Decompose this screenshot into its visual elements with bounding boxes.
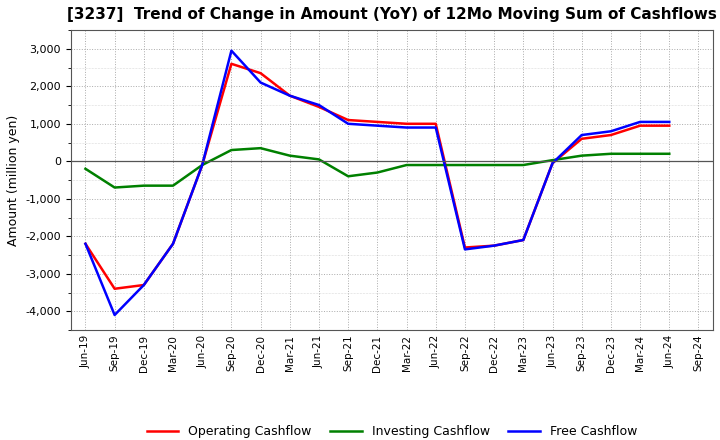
- Investing Cashflow: [636, 151, 644, 157]
- Investing Cashflow: [606, 151, 615, 157]
- Free Cashflow: [140, 282, 148, 288]
- Operating Cashflow: [81, 241, 90, 246]
- Investing Cashflow: [461, 162, 469, 168]
- Investing Cashflow: [402, 162, 411, 168]
- Investing Cashflow: [256, 146, 265, 151]
- Operating Cashflow: [548, 161, 557, 166]
- Free Cashflow: [198, 162, 207, 168]
- Investing Cashflow: [344, 174, 353, 179]
- Investing Cashflow: [577, 153, 586, 158]
- Operating Cashflow: [577, 136, 586, 141]
- Operating Cashflow: [665, 123, 674, 128]
- Operating Cashflow: [315, 104, 323, 110]
- Free Cashflow: [373, 123, 382, 128]
- Free Cashflow: [344, 121, 353, 126]
- Free Cashflow: [256, 80, 265, 85]
- Free Cashflow: [665, 119, 674, 125]
- Investing Cashflow: [431, 162, 440, 168]
- Operating Cashflow: [140, 282, 148, 288]
- Operating Cashflow: [636, 123, 644, 128]
- Legend: Operating Cashflow, Investing Cashflow, Free Cashflow: Operating Cashflow, Investing Cashflow, …: [142, 420, 642, 440]
- Investing Cashflow: [548, 158, 557, 163]
- Line: Operating Cashflow: Operating Cashflow: [86, 64, 670, 289]
- Free Cashflow: [227, 48, 235, 53]
- Y-axis label: Amount (million yen): Amount (million yen): [7, 114, 20, 246]
- Operating Cashflow: [256, 70, 265, 76]
- Free Cashflow: [490, 243, 498, 248]
- Operating Cashflow: [110, 286, 119, 291]
- Operating Cashflow: [402, 121, 411, 126]
- Free Cashflow: [315, 103, 323, 108]
- Line: Free Cashflow: Free Cashflow: [86, 51, 670, 315]
- Free Cashflow: [431, 125, 440, 130]
- Operating Cashflow: [227, 61, 235, 66]
- Operating Cashflow: [168, 241, 177, 246]
- Investing Cashflow: [81, 166, 90, 172]
- Free Cashflow: [606, 128, 615, 134]
- Investing Cashflow: [665, 151, 674, 157]
- Operating Cashflow: [606, 132, 615, 138]
- Investing Cashflow: [285, 153, 294, 158]
- Free Cashflow: [461, 247, 469, 252]
- Free Cashflow: [168, 241, 177, 246]
- Free Cashflow: [548, 161, 557, 166]
- Operating Cashflow: [285, 93, 294, 98]
- Operating Cashflow: [461, 245, 469, 250]
- Free Cashflow: [577, 132, 586, 138]
- Investing Cashflow: [373, 170, 382, 175]
- Investing Cashflow: [110, 185, 119, 190]
- Investing Cashflow: [168, 183, 177, 188]
- Operating Cashflow: [431, 121, 440, 126]
- Free Cashflow: [285, 93, 294, 98]
- Line: Investing Cashflow: Investing Cashflow: [86, 148, 670, 187]
- Investing Cashflow: [490, 162, 498, 168]
- Free Cashflow: [110, 312, 119, 318]
- Operating Cashflow: [344, 117, 353, 123]
- Free Cashflow: [81, 241, 90, 246]
- Operating Cashflow: [490, 243, 498, 248]
- Investing Cashflow: [315, 157, 323, 162]
- Operating Cashflow: [519, 237, 528, 242]
- Operating Cashflow: [373, 119, 382, 125]
- Title: [3237]  Trend of Change in Amount (YoY) of 12Mo Moving Sum of Cashflows: [3237] Trend of Change in Amount (YoY) o…: [67, 7, 717, 22]
- Operating Cashflow: [198, 162, 207, 168]
- Investing Cashflow: [227, 147, 235, 153]
- Free Cashflow: [402, 125, 411, 130]
- Investing Cashflow: [519, 162, 528, 168]
- Investing Cashflow: [140, 183, 148, 188]
- Free Cashflow: [519, 237, 528, 242]
- Investing Cashflow: [198, 162, 207, 168]
- Free Cashflow: [636, 119, 644, 125]
